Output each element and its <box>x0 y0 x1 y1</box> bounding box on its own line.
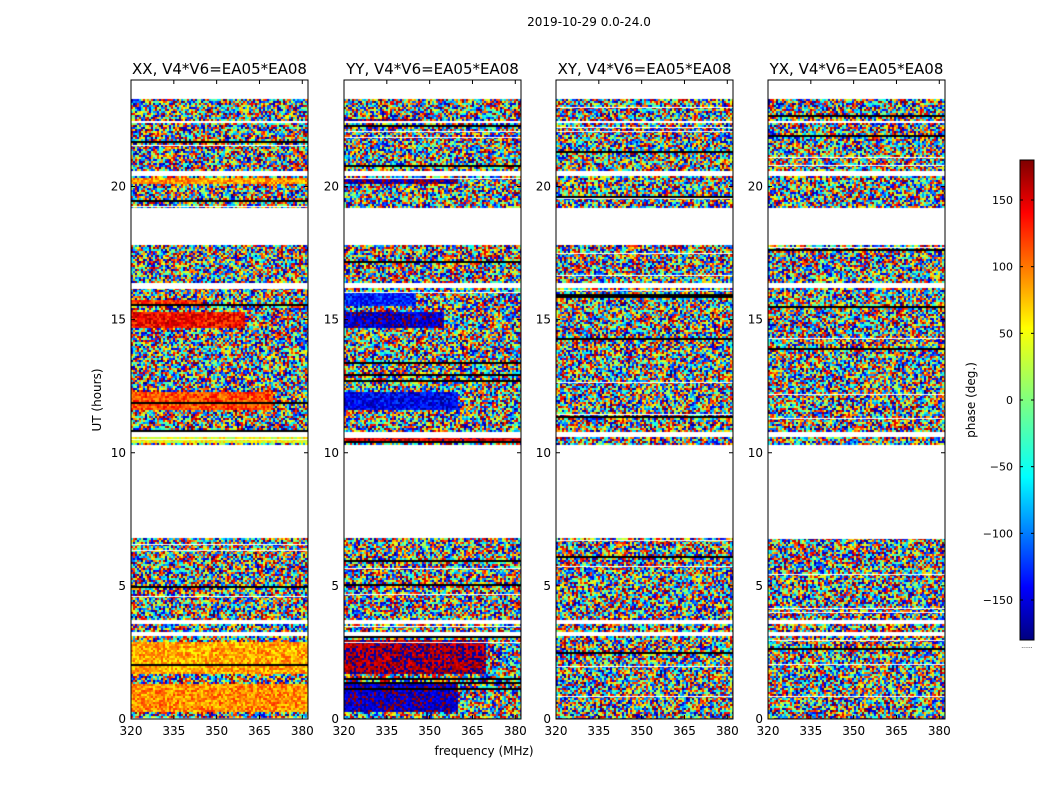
y-tick-label: 15 <box>748 313 763 327</box>
colorbar-footnote: ...... <box>1021 643 1033 650</box>
y-tick-label: 20 <box>748 180 763 194</box>
x-tick-label: 350 <box>630 724 653 738</box>
y-axis-label: UT (hours) <box>90 368 104 431</box>
x-tick-label: 380 <box>504 724 527 738</box>
x-tick-label: 350 <box>205 724 228 738</box>
x-tick-label: 350 <box>418 724 441 738</box>
x-tick-label: 335 <box>799 724 822 738</box>
y-tick-label: 20 <box>111 180 126 194</box>
colorbar-tick-label: 150 <box>992 194 1013 207</box>
x-tick-label: 380 <box>716 724 739 738</box>
x-tick-label: 380 <box>928 724 951 738</box>
y-tick-label: 5 <box>543 579 551 593</box>
x-tick-label: 380 <box>291 724 314 738</box>
colorbar: 150 100 50 0 −50 −100 −150 phase (deg.) ...... <box>964 159 1035 650</box>
panel-title: XY, V4*V6=EA05*EA08 <box>558 60 732 78</box>
panel-frame <box>130 79 309 720</box>
y-tick-label: 10 <box>536 446 551 460</box>
heatmap-image <box>768 80 945 719</box>
panel-title: YX, V4*V6=EA05*EA08 <box>769 60 944 78</box>
x-tick-label: 320 <box>757 724 780 738</box>
heatmap-image <box>131 80 308 719</box>
x-tick-label: 365 <box>248 724 271 738</box>
x-tick-label: 350 <box>842 724 865 738</box>
y-tick-label: 0 <box>118 712 126 726</box>
y-tick-label: 10 <box>111 446 126 460</box>
x-tick-label: 320 <box>545 724 568 738</box>
y-tick-label: 10 <box>748 446 763 460</box>
x-tick-label: 320 <box>333 724 356 738</box>
panel-1: YY, V4*V6=EA05*EA08 320 335 350 365 380 0 5 10 15… <box>324 60 527 738</box>
panel-title: XX, V4*V6=EA05*EA08 <box>132 60 307 78</box>
y-tick-label: 15 <box>536 313 551 327</box>
panel-frame <box>767 79 946 720</box>
y-tick-label: 15 <box>111 313 126 327</box>
x-tick-label: 320 <box>120 724 143 738</box>
y-tick-label: 5 <box>331 579 339 593</box>
x-axis-label: frequency (MHz) <box>434 744 533 758</box>
y-tick-label: 5 <box>755 579 763 593</box>
panel-0: XX, V4*V6=EA05*EA08 320 335 350 365 380 0 5 10 15… <box>111 60 314 738</box>
colorbar-tick-label: −150 <box>983 594 1013 607</box>
x-tick-label: 365 <box>461 724 484 738</box>
y-tick-label: 20 <box>536 180 551 194</box>
x-tick-label: 365 <box>673 724 696 738</box>
colorbar-label: phase (deg.) <box>964 362 978 438</box>
y-tick-label: 20 <box>324 180 339 194</box>
heatmap-image <box>344 80 521 719</box>
colorbar-tick-label: −50 <box>990 461 1013 474</box>
y-tick-label: 0 <box>331 712 339 726</box>
x-tick-label: 335 <box>587 724 610 738</box>
colorbar-tick-label: 0 <box>1006 394 1013 407</box>
panel-frame <box>555 79 734 720</box>
x-tick-label: 335 <box>375 724 398 738</box>
y-tick-label: 10 <box>324 446 339 460</box>
colorbar-tick-label: 100 <box>992 261 1013 274</box>
y-tick-label: 5 <box>118 579 126 593</box>
heatmap-image <box>556 80 733 719</box>
panel-2: XY, V4*V6=EA05*EA08 320 335 350 365 380 0 5 10 15… <box>536 60 739 738</box>
y-tick-label: 0 <box>755 712 763 726</box>
panel-frame <box>343 79 522 720</box>
panel-title: YY, V4*V6=EA05*EA08 <box>345 60 519 78</box>
colorbar-tick-label: 50 <box>999 327 1013 340</box>
x-tick-label: 335 <box>162 724 185 738</box>
panel-3: YX, V4*V6=EA05*EA08 320 335 350 365 380 0 5 10 15… <box>748 60 951 738</box>
x-tick-label: 365 <box>885 724 908 738</box>
suptitle: 2019-10-29 0.0-24.0 <box>527 15 651 29</box>
y-tick-label: 15 <box>324 313 339 327</box>
y-tick-label: 0 <box>543 712 551 726</box>
colorbar-tick-label: −100 <box>983 527 1013 540</box>
